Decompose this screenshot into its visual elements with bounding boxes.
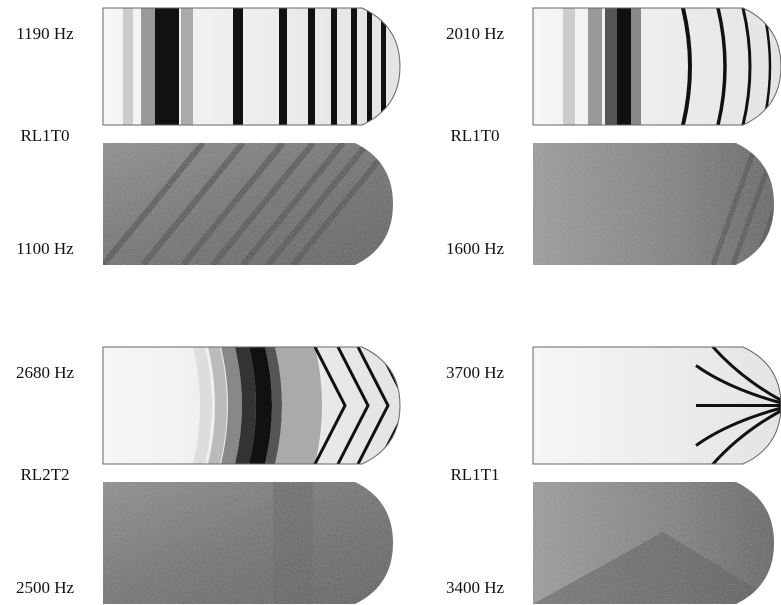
mode-label: RL1T1 bbox=[450, 465, 499, 484]
fringe bbox=[308, 8, 315, 125]
mode-label: RL2T2 bbox=[20, 465, 69, 484]
fringe bbox=[631, 8, 641, 125]
fringe bbox=[123, 8, 133, 125]
measured-frequency-label: 1100 Hz bbox=[16, 239, 74, 258]
fringe bbox=[588, 8, 602, 125]
fringe bbox=[155, 8, 179, 125]
fringe bbox=[233, 8, 243, 125]
measured-frequency-label: 1600 Hz bbox=[446, 239, 505, 258]
mode-label: RL1T0 bbox=[20, 126, 69, 145]
fringe bbox=[617, 8, 631, 125]
fringe bbox=[367, 8, 372, 125]
fringe bbox=[141, 8, 155, 125]
simulated-fringe-image bbox=[533, 8, 781, 125]
mode-label: RL1T0 bbox=[450, 126, 499, 145]
measured-frequency-label: 2500 Hz bbox=[16, 578, 75, 597]
simulated-fringe-image bbox=[103, 8, 400, 125]
simulated-frequency-label: 3700 Hz bbox=[446, 363, 505, 382]
measured-fringe-image bbox=[103, 143, 393, 265]
simulated-fringe-image bbox=[103, 347, 408, 464]
fringe bbox=[381, 8, 386, 125]
fringe bbox=[563, 8, 575, 125]
fringe bbox=[605, 8, 617, 125]
measured-fringe-image bbox=[533, 143, 781, 265]
measured-fringe-image bbox=[533, 482, 781, 604]
simulated-frequency-label: 2680 Hz bbox=[16, 363, 75, 382]
fringe bbox=[275, 347, 322, 464]
image-background bbox=[103, 482, 393, 604]
simulated-frequency-label: 1190 Hz bbox=[16, 24, 74, 43]
simulated-frequency-label: 2010 Hz bbox=[446, 24, 505, 43]
measured-frequency-label: 3400 Hz bbox=[446, 578, 505, 597]
fringe bbox=[351, 8, 357, 125]
simulated-fringe-image bbox=[533, 326, 781, 486]
fringe bbox=[181, 8, 193, 125]
fringe bbox=[331, 8, 337, 125]
measured-fringe-image bbox=[103, 482, 393, 604]
fringe bbox=[273, 482, 313, 604]
fringe bbox=[279, 8, 287, 125]
figure: 1190 Hz RL1T0 1100 Hz 2010 Hz RL1T0 1600 Hz 26… bbox=[0, 0, 781, 605]
